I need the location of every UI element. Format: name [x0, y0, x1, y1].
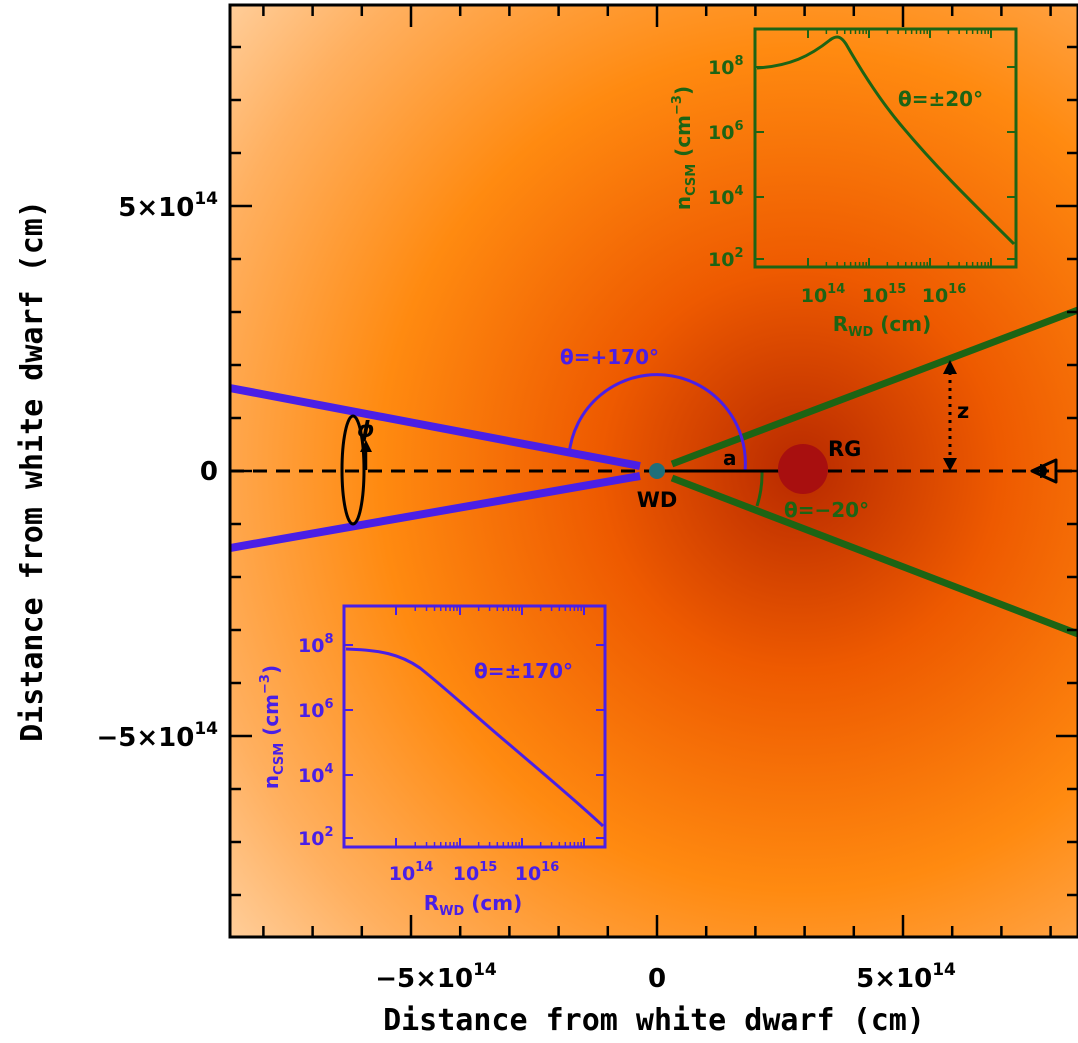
- inset-top-ytick-1e8: 108: [708, 54, 744, 79]
- x-tick-5e14: 5×1014: [856, 960, 956, 994]
- x-tick-neg5e14: −5×1014: [375, 960, 497, 994]
- inset-top-xtick-1e14: 1014: [801, 282, 846, 307]
- inset-top-ylabel: nCSM (cm−3): [670, 86, 699, 210]
- inset-top-ticks: [755, 29, 1016, 267]
- red-giant: [778, 444, 828, 494]
- inset-bottom-x-ticks: 1014 1015 1016: [389, 860, 560, 885]
- z-arrow-top: [943, 360, 957, 374]
- cone-left-lower: [230, 472, 641, 552]
- main-axis-ticks: [230, 5, 1078, 937]
- theta-plus-label: θ=+170°: [560, 345, 659, 369]
- x-tick-labels: −5×1014 0 5×1014: [375, 960, 956, 994]
- theta-plus-arc: [567, 373, 747, 472]
- white-dwarf: [649, 463, 665, 479]
- y-axis-title: Distance from white dwarf (cm): [15, 200, 50, 742]
- x-tick-0: 0: [648, 964, 666, 994]
- inset-bottom-ylabel: nCSM (cm−3): [258, 665, 287, 789]
- z-arrow-bottom: [943, 458, 957, 471]
- y-tick-0: 0: [200, 457, 218, 487]
- rg-label: RG: [828, 437, 861, 461]
- inset-bottom-ytick-1e6: 106: [298, 697, 334, 722]
- wd-label: WD: [637, 488, 678, 512]
- inset-bottom-ticks: [344, 606, 605, 847]
- inset-bottom-frame: [342, 604, 607, 849]
- inset-bottom-theta: θ=±170°: [474, 659, 573, 683]
- inset-top-x-ticks: 1014 1015 1016: [801, 282, 967, 307]
- theta-minus-label: θ=−20°: [784, 498, 869, 522]
- cone-left-upper: [230, 384, 641, 470]
- inset-top-curve: [756, 35, 1016, 246]
- a-label: a: [723, 446, 737, 470]
- phi-rotation-ellipse: [340, 414, 366, 526]
- y-tick-labels: 5×1014 0 −5×1014: [96, 189, 218, 753]
- inset-top: θ=±20° 108 106 104 102 1014 1015 1016 RW…: [670, 27, 1018, 340]
- inset-top-frame: [753, 27, 1018, 269]
- eye-pupil: [1040, 464, 1047, 478]
- inset-bottom-xlabel: RWD (cm): [424, 891, 523, 919]
- inset-top-xtick-1e15: 1015: [862, 282, 907, 307]
- y-tick-neg5e14: −5×1014: [96, 719, 218, 753]
- phi-arrow-head: [360, 440, 372, 452]
- inset-top-theta: θ=±20°: [898, 87, 983, 111]
- diagram-layer: [230, 306, 1078, 638]
- cone-right-lower: [670, 474, 1078, 638]
- inset-bottom-curve: [345, 647, 605, 828]
- inset-top-xlabel: RWD (cm): [833, 312, 932, 340]
- x-axis-title: Distance from white dwarf (cm): [383, 1003, 925, 1038]
- y-tick-5e14: 5×1014: [118, 189, 218, 223]
- z-label: z: [957, 399, 969, 423]
- inset-top-y-ticks: 108 106 104 102: [708, 54, 744, 271]
- inset-bottom: θ=±170° 108 106 104 102 1014 1015 1016 R…: [258, 604, 607, 919]
- phi-label: ϕ: [357, 418, 375, 443]
- cone-right-upper: [670, 306, 1078, 468]
